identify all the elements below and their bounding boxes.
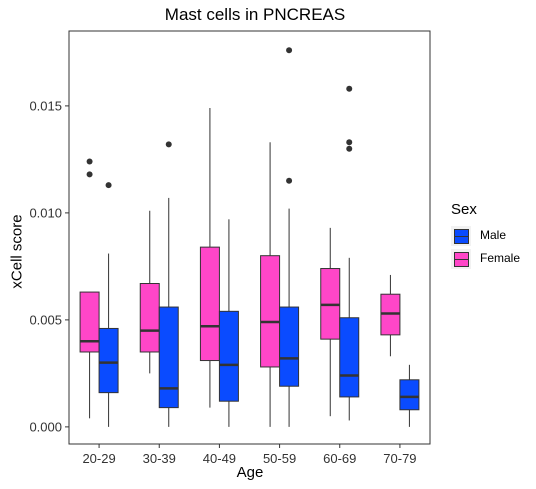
box-iqr <box>79 291 100 353</box>
outlier-point <box>346 139 353 146</box>
y-tick-label: 0.015 <box>29 98 62 113</box>
box-iqr <box>279 306 300 387</box>
box-male-60-69 <box>339 85 360 421</box>
x-tick-label: 70-79 <box>383 451 416 466</box>
legend-item-male: Male <box>451 226 531 246</box>
x-tick-label: 40-49 <box>203 451 236 466</box>
box-iqr <box>260 255 281 368</box>
box-male-50-59 <box>279 47 300 427</box>
box-iqr <box>199 246 220 362</box>
box-iqr <box>158 306 179 409</box>
legend-label-female: Female <box>480 251 521 265</box>
outlier-point <box>86 158 93 165</box>
box-female-40-49 <box>199 108 220 408</box>
x-tick-label: 20-29 <box>82 451 115 466</box>
box-male-30-39 <box>158 141 179 427</box>
outlier-point <box>105 182 112 189</box>
x-tick-label: 30-39 <box>143 451 176 466</box>
box-female-30-39 <box>139 210 160 374</box>
box-female-70-79 <box>380 274 401 357</box>
x-axis-label: Age <box>236 464 264 481</box>
legend-label-male: Male <box>480 228 507 242</box>
box-iqr <box>139 283 160 353</box>
outlier-point <box>346 85 353 92</box>
legend-title: Sex <box>451 201 477 218</box>
legend-swatch-female <box>454 252 469 267</box>
boxes-layer <box>79 47 420 427</box>
box-female-60-69 <box>320 227 341 417</box>
plot-panel <box>68 30 431 445</box>
y-tick-label: 0.010 <box>29 205 62 220</box>
box-male-40-49 <box>218 219 239 427</box>
x-tick-label: 50-59 <box>263 451 296 466</box>
y-tick-label: 0.005 <box>29 312 62 327</box>
legend-key <box>451 226 471 246</box>
y-axis-label: xCell score <box>8 214 26 289</box>
y-axis: 0.000 0.005 0.010 0.015 <box>29 98 69 434</box>
box-iqr <box>218 310 239 402</box>
outlier-point <box>86 171 93 178</box>
chart-title: Mast cells in PNCREAS <box>164 5 346 24</box>
legend-swatch-male <box>454 229 469 244</box>
legend-item-female: Female <box>451 249 531 269</box>
outlier-point <box>346 145 353 152</box>
outlier-point <box>286 177 293 184</box>
box-iqr <box>399 379 420 411</box>
box-female-20-29 <box>79 158 100 419</box>
x-tick-label: 60-69 <box>323 451 356 466</box>
box-iqr <box>98 327 119 394</box>
box-male-20-29 <box>98 182 119 427</box>
box-male-70-79 <box>399 364 420 427</box>
y-tick-label: 0.000 <box>29 419 62 434</box>
legend-key <box>451 249 471 269</box>
x-axis: 20-29 30-39 40-49 50-59 60-69 70-79 <box>82 444 417 466</box>
box-iqr <box>339 317 360 398</box>
outlier-point <box>165 141 172 148</box>
outlier-point <box>286 47 293 54</box>
